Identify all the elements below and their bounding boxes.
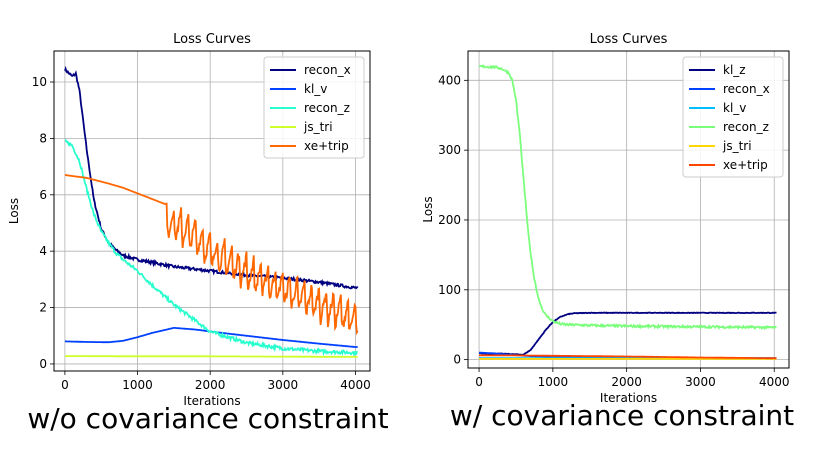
y-tick-label: 4 (39, 244, 47, 258)
y-axis-label: Loss (7, 198, 21, 224)
legend-label: recon_z (304, 101, 350, 115)
x-tick-label: 2000 (195, 378, 226, 392)
chart-caption: w/o covariance constraint (27, 402, 388, 435)
legend-label: kl_v (304, 82, 327, 96)
legend-label: recon_z (723, 120, 769, 134)
x-tick-label: 1000 (538, 375, 569, 389)
x-axis-label: Iterations (600, 391, 657, 405)
x-tick-label: 4000 (340, 378, 371, 392)
chart-title: Loss Curves (173, 32, 251, 47)
legend: recon_x kl_v recon_z js_tri xe+trip (263, 56, 365, 159)
x-tick-label: 1000 (122, 378, 153, 392)
series-line-xe-trip (64, 174, 359, 336)
legend-label: js_tri (722, 139, 752, 153)
y-tick-label: 0 (39, 357, 47, 371)
series-line-recon-z (478, 64, 777, 331)
y-tick-label: 10 (32, 75, 47, 89)
legend-label: kl_z (723, 63, 746, 77)
y-tick-label: 100 (438, 283, 461, 297)
legend-label: xe+trip (723, 158, 768, 172)
legend-label: js_tri (303, 120, 333, 134)
plot-frame (467, 50, 790, 369)
y-axis-label: Loss (421, 196, 435, 222)
legend-label: recon_x (304, 63, 351, 77)
y-tick-label: 0 (453, 353, 461, 367)
x-tick-label: 4000 (759, 375, 790, 389)
x-tick-label: 0 (61, 378, 69, 392)
y-tick-label: 400 (438, 73, 461, 87)
chart-title: Loss Curves (590, 32, 668, 47)
legend-box (263, 56, 365, 159)
legend-label: kl_v (723, 101, 746, 115)
legend-label: recon_x (723, 82, 770, 96)
chart-right: 0 1000 2000 3000 4000 0 100 200 300 400 Loss Curve… (421, 32, 794, 432)
chart-caption: w/ covariance constraint (450, 399, 794, 432)
y-tick-label: 6 (39, 188, 47, 202)
chart-left: 0 1000 2000 3000 4000 0 2 4 6 8 10 Loss Curves Itera… (7, 32, 389, 435)
series-line-xe-trip (479, 354, 777, 360)
plot-frame (53, 50, 371, 372)
y-tick-label: 2 (39, 301, 47, 315)
series-line-js-tri (64, 355, 358, 358)
legend: kl_z recon_x kl_v recon_z js_tri xe+trip (682, 56, 784, 178)
series-line-kl-z (479, 311, 777, 356)
x-axis-label: Iterations (183, 394, 240, 408)
y-tick-label: 300 (438, 143, 461, 157)
series-line-recon-z (64, 139, 358, 358)
x-tick-label: 2000 (611, 375, 642, 389)
y-tick-label: 200 (438, 213, 461, 227)
x-tick-label: 3000 (268, 378, 299, 392)
y-tick-label: 8 (39, 131, 47, 145)
x-tick-label: 3000 (685, 375, 716, 389)
x-tick-label: 0 (475, 375, 483, 389)
legend-label: xe+trip (304, 139, 349, 153)
